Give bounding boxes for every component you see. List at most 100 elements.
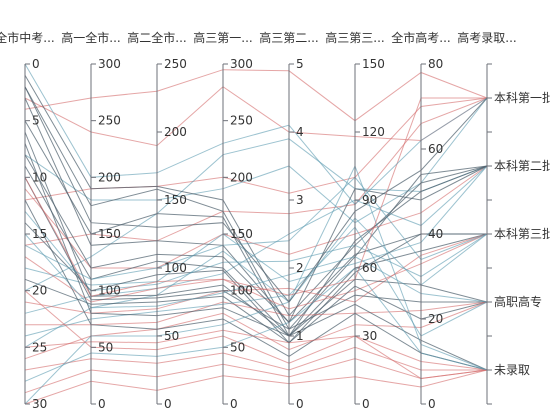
parallel-axes: 全市中考...051015202530高一全市...05010015020025… [0, 30, 550, 411]
series-line [24, 97, 488, 246]
tick-label: 4 [296, 125, 304, 139]
tick-label: 50 [98, 340, 113, 354]
axis-6[interactable]: 高三第三... 0 30 60 90 120 150 [325, 30, 385, 411]
tick-label: 150 [164, 193, 187, 207]
tick-label: 250 [98, 114, 121, 128]
series-line [25, 301, 488, 326]
series-line [24, 165, 488, 269]
series-line [24, 226, 488, 337]
series-line [24, 267, 488, 382]
series-lines [24, 63, 488, 405]
tick-label: 0 [230, 397, 238, 411]
tick-label: 50 [230, 340, 245, 354]
category-label: 本科第一批 [494, 90, 550, 105]
series-line [24, 63, 488, 206]
tick-label: 150 [98, 227, 121, 241]
tick-label: 90 [362, 193, 377, 207]
axis-name: 全市高考... [391, 30, 450, 45]
tick-label: 0 [32, 57, 40, 71]
axis-3[interactable]: 高二全市... 0 50 100 150 200 250 [127, 30, 187, 411]
tick-label: 5 [296, 57, 304, 71]
tick-label: 0 [428, 397, 436, 411]
tick-label: 250 [164, 57, 187, 71]
series-line [24, 290, 488, 371]
axis-name: 高三第二... [259, 30, 318, 45]
tick-label: 200 [98, 170, 121, 184]
axis-7[interactable]: 全市高考... 0 20 40 60 80 [391, 30, 450, 411]
tick-label: 50 [164, 329, 179, 343]
tick-label: 15 [32, 227, 47, 241]
tick-label: 0 [98, 397, 106, 411]
series-line [24, 154, 488, 324]
series-line [24, 75, 488, 317]
series-line [24, 86, 488, 331]
series-line [24, 69, 488, 122]
tick-label: 20 [428, 312, 443, 326]
category-label: 未录取 [494, 363, 530, 377]
series-line [24, 97, 487, 324]
tick-label: 300 [98, 57, 121, 71]
axis-name: 全市中考... [0, 30, 55, 45]
axis-2[interactable]: 高一全市... 0 50 100 150 200 250 300 [61, 30, 121, 411]
series-line [24, 86, 488, 147]
tick-label: 150 [230, 227, 253, 241]
tick-label: 0 [164, 397, 172, 411]
tick-label: 200 [164, 125, 187, 139]
tick-label: 3 [296, 193, 304, 207]
axis-5[interactable]: 高三第二... 0 1 2 3 4 5 [259, 30, 318, 411]
axis-name: 高二全市... [127, 30, 186, 45]
tick-label: 60 [362, 261, 377, 275]
series-line [24, 86, 488, 303]
tick-label: 300 [230, 57, 253, 71]
category-label: 高职高专 [494, 294, 542, 309]
series-line [24, 164, 488, 405]
tick-label: 60 [428, 142, 443, 156]
series-line [24, 217, 488, 348]
tick-label: 100 [230, 284, 253, 298]
tick-label: 0 [362, 397, 370, 411]
tick-label: 200 [230, 170, 253, 184]
axis-1[interactable]: 全市中考... 0 5 10 15 20 25 30 [0, 30, 55, 411]
series-line [24, 233, 488, 309]
tick-label: 10 [32, 170, 47, 184]
tick-label: 30 [32, 397, 47, 411]
tick-label: 20 [32, 284, 47, 298]
tick-label: 2 [296, 261, 304, 275]
series-line [24, 165, 488, 314]
category-label: 本科第三批 [494, 226, 550, 241]
series-line [24, 222, 487, 344]
series-line [24, 369, 488, 405]
tick-label: 150 [362, 57, 385, 71]
axis-name: 高三第三... [325, 30, 384, 45]
tick-label: 0 [296, 397, 304, 411]
series-line [24, 143, 488, 371]
tick-label: 120 [362, 125, 385, 139]
series-line [24, 301, 488, 360]
tick-label: 250 [230, 114, 253, 128]
axis-name: 高三第一... [193, 30, 252, 45]
tick-label: 5 [32, 114, 40, 128]
axis-name: 高一全市... [61, 30, 120, 45]
axis-name: 高考录取... [457, 30, 516, 45]
series-line [24, 177, 487, 330]
tick-label: 30 [362, 329, 377, 343]
tick-label: 100 [98, 284, 121, 298]
series-line [24, 329, 488, 380]
series-line [24, 165, 488, 337]
series-line [24, 97, 488, 224]
series-line [24, 97, 487, 297]
category-label: 本科第二批 [494, 158, 550, 173]
tick-label: 100 [164, 261, 187, 275]
series-line [24, 138, 488, 292]
tick-label: 40 [428, 227, 443, 241]
series-line [24, 176, 488, 280]
tick-label: 25 [32, 340, 47, 354]
tick-label: 1 [296, 329, 304, 343]
series-line [24, 199, 488, 371]
tick-label: 80 [428, 57, 443, 71]
series-line [24, 346, 487, 371]
axis-4[interactable]: 高三第一... 0 50 100 150 200 250 300 [193, 30, 253, 411]
series-line [24, 358, 488, 394]
